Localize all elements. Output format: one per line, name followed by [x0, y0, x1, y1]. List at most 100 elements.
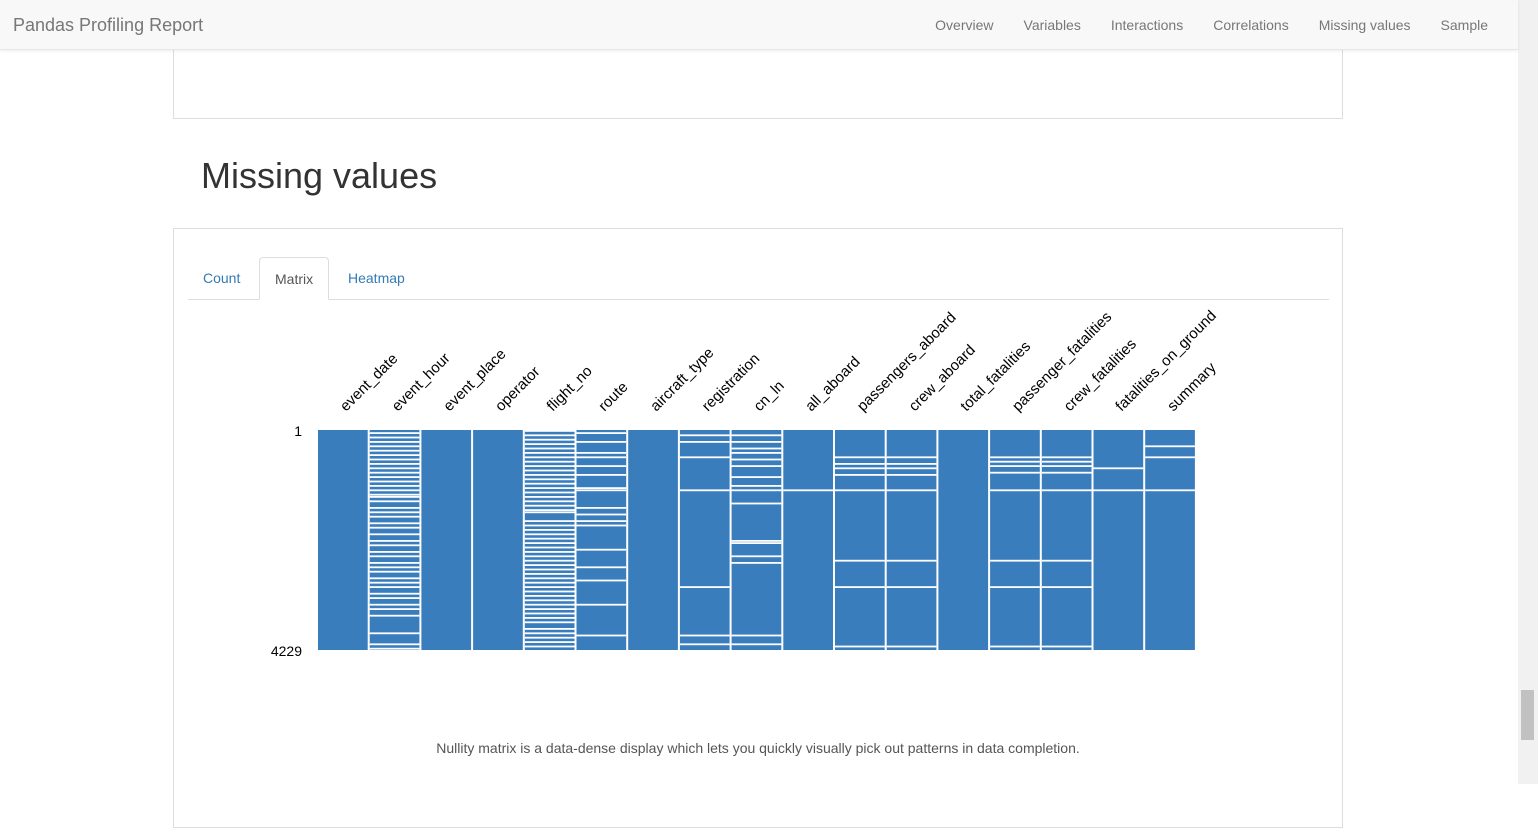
- missing-line: [886, 474, 937, 476]
- missing-line: [524, 581, 575, 584]
- missing-line: [731, 447, 782, 450]
- missing-line: [369, 608, 420, 610]
- row-tick-first: 1: [294, 423, 302, 439]
- missing-line: [369, 526, 420, 529]
- missing-line: [524, 511, 575, 514]
- tab-count[interactable]: Count: [203, 270, 241, 286]
- missing-line: [731, 555, 782, 558]
- missing-line: [524, 443, 575, 445]
- missing-line: [524, 628, 575, 630]
- missing-line: [524, 559, 575, 562]
- missing-line: [731, 485, 782, 487]
- matrix-column-route: [576, 430, 627, 650]
- missing-line: [369, 603, 420, 606]
- navbar-brand[interactable]: Pandas Profiling Report: [13, 15, 204, 35]
- row-tick-last: 4229: [271, 643, 302, 659]
- missing-line: [369, 500, 420, 503]
- missing-line: [369, 555, 420, 558]
- column-label-passengers_aboard: passengers_aboard: [854, 309, 960, 415]
- missing-line: [524, 542, 575, 544]
- missing-line: [524, 504, 575, 507]
- missing-line: [369, 511, 420, 514]
- missing-line: [576, 520, 627, 522]
- missing-line: [524, 447, 575, 450]
- missing-line: [576, 548, 627, 551]
- missing-line: [369, 647, 420, 650]
- missing-line: [524, 491, 575, 494]
- missing-line: [524, 487, 575, 489]
- missing-line: [576, 513, 627, 516]
- missing-line: [369, 551, 420, 553]
- column-label-route: route: [595, 379, 631, 415]
- scrollbar-track[interactable]: [1518, 0, 1538, 784]
- missing-line: [576, 566, 627, 569]
- missing-line: [679, 456, 730, 459]
- missing-line: [369, 515, 420, 518]
- missing-line: [679, 643, 730, 646]
- missing-line: [990, 456, 1040, 459]
- column-label-operator: operator: [492, 363, 544, 415]
- nav-link-missing-values[interactable]: Missing values: [1318, 17, 1411, 33]
- nav-link-variables[interactable]: Variables: [1023, 17, 1081, 33]
- matrix-column-fatalities_on_ground: [1093, 430, 1144, 650]
- missing-line: [731, 643, 782, 646]
- missing-values-panel: Count Matrix Heatmap: [173, 228, 1343, 828]
- missing-line: [524, 577, 575, 580]
- missing-line: [369, 533, 420, 536]
- nav-link-correlations[interactable]: Correlations: [1213, 17, 1289, 33]
- missing-line: [524, 645, 575, 648]
- missing-line: [369, 562, 420, 564]
- missing-line: [369, 441, 420, 443]
- scrollbar-thumb[interactable]: [1521, 690, 1534, 740]
- missing-line: [835, 559, 885, 562]
- missing-line: [990, 559, 1040, 562]
- missing-line: [524, 546, 575, 549]
- tab-heatmap[interactable]: Heatmap: [348, 270, 405, 286]
- missing-line: [524, 603, 575, 606]
- missing-line: [524, 568, 575, 571]
- matrix-column-passengers_aboard: [835, 430, 885, 650]
- nav-link-overview[interactable]: Overview: [935, 17, 994, 33]
- missing-line: [835, 645, 885, 648]
- missing-line: [783, 489, 833, 492]
- missing-line: [835, 489, 885, 492]
- missing-line: [524, 452, 575, 454]
- missing-line: [576, 441, 627, 443]
- missing-line: [524, 595, 575, 597]
- matrix-column-crew_fatalities: [1041, 430, 1092, 650]
- matrix-column-all_aboard: [783, 430, 833, 650]
- missing-line: [524, 555, 575, 558]
- missing-line: [369, 454, 420, 456]
- missing-line: [731, 441, 782, 443]
- missing-line: [1041, 456, 1092, 459]
- missing-line: [731, 465, 782, 467]
- missing-line: [524, 482, 575, 485]
- nav-link-interactions[interactable]: Interactions: [1110, 17, 1184, 33]
- tab-matrix[interactable]: Matrix: [259, 257, 330, 300]
- missing-line: [524, 456, 575, 459]
- missing-line: [1041, 645, 1092, 648]
- missing-line: [576, 487, 627, 489]
- missing-line: [576, 474, 627, 476]
- matrix-column-aircraft_type: [628, 430, 678, 650]
- missing-line: [369, 614, 420, 617]
- navbar-links: Overview Variables Interactions Correlat…: [920, 0, 1503, 50]
- missing-line: [990, 645, 1040, 648]
- missing-line: [576, 456, 627, 459]
- nav-link-sample[interactable]: Sample: [1440, 17, 1488, 33]
- missing-line: [369, 581, 420, 584]
- column-label-fatalities_on_ground: fatalities_on_ground: [1112, 307, 1220, 415]
- missing-line: [524, 460, 575, 463]
- missing-line: [731, 452, 782, 454]
- missing-line: [524, 564, 575, 566]
- missing-line: [1145, 489, 1195, 492]
- missing-line: [524, 573, 575, 575]
- missing-line: [369, 436, 420, 439]
- missing-line: [1041, 559, 1092, 562]
- missing-line: [1145, 456, 1195, 459]
- missing-line: [576, 465, 627, 467]
- missing-line: [835, 467, 885, 470]
- missing-line: [369, 458, 420, 461]
- missing-line: [576, 603, 627, 606]
- missing-line: [679, 586, 730, 588]
